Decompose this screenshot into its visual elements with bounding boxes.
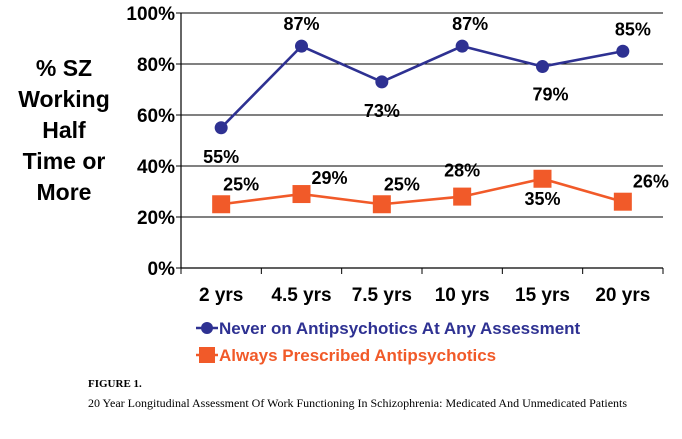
y-axis-title-line: More xyxy=(37,179,92,205)
data-point xyxy=(292,185,311,204)
y-tick-label: 20% xyxy=(137,208,175,229)
y-axis-title: % SZ Working Half Time or More xyxy=(18,55,110,205)
data-label: 28% xyxy=(444,161,480,181)
data-point xyxy=(372,195,391,214)
data-label: 25% xyxy=(223,174,259,194)
data-label: 79% xyxy=(532,85,568,105)
figure-label: FIGURE 1. xyxy=(88,378,142,390)
data-point xyxy=(536,60,549,74)
y-axis-title-line: Working xyxy=(18,86,110,112)
x-tick-label: 2 yrs xyxy=(199,285,243,306)
data-label: 26% xyxy=(633,172,669,192)
x-tick-label: 10 yrs xyxy=(435,285,490,306)
data-point xyxy=(214,121,228,135)
y-axis-title-line: Time or xyxy=(23,148,106,174)
legend-label: Never on Antipsychotics At Any Assessmen… xyxy=(219,319,581,338)
data-point xyxy=(295,39,308,53)
y-tick-label: 60% xyxy=(137,106,175,127)
axes xyxy=(176,12,664,274)
x-tick-label: 7.5 yrs xyxy=(352,285,412,306)
data-label: 25% xyxy=(384,174,420,194)
series-line xyxy=(221,177,624,206)
series-never-antipsychotics: 55% 87% 73% 87% 79% 85% xyxy=(203,14,651,167)
data-point xyxy=(212,195,231,214)
data-point xyxy=(616,44,630,58)
data-label: 29% xyxy=(311,168,347,188)
y-axis-title-line: % SZ xyxy=(36,55,92,81)
y-tick-label: 40% xyxy=(137,157,175,178)
x-tick-labels: 2 yrs 4.5 yrs 7.5 yrs 10 yrs 15 yrs 20 yrs xyxy=(199,285,650,306)
data-point xyxy=(375,75,389,89)
y-axis-title-line: Half xyxy=(42,117,86,143)
data-point xyxy=(533,169,552,188)
data-point xyxy=(455,39,469,53)
legend-marker xyxy=(201,322,213,334)
data-label: 85% xyxy=(615,19,651,39)
y-tick-label: 100% xyxy=(126,4,175,25)
series-always-antipsychotics: 25% 29% 25% 28% 35% 26% xyxy=(212,161,669,214)
x-tick-label: 20 yrs xyxy=(595,285,650,306)
data-label: 87% xyxy=(283,14,319,34)
legend-item: Never on Antipsychotics At Any Assessmen… xyxy=(196,319,581,338)
legend-item: Always Prescribed Antipsychotics xyxy=(196,346,496,365)
y-tick-label: 80% xyxy=(137,55,175,76)
legend-label: Always Prescribed Antipsychotics xyxy=(219,346,496,365)
series: 55% 87% 73% 87% 79% 85% 25% 29% 25% 28% 35% 26% xyxy=(203,14,669,214)
data-point xyxy=(453,187,472,206)
legend-marker xyxy=(199,347,215,363)
legend: Never on Antipsychotics At Any Assessmen… xyxy=(196,319,581,365)
data-point xyxy=(613,192,632,211)
data-label: 35% xyxy=(524,189,560,209)
data-label: 87% xyxy=(452,14,488,34)
data-label: 55% xyxy=(203,147,239,167)
data-label: 73% xyxy=(364,101,400,121)
gridlines xyxy=(181,12,663,218)
x-tick-label: 15 yrs xyxy=(515,285,570,306)
y-tick-label: 0% xyxy=(148,259,176,280)
series-line xyxy=(220,44,624,129)
y-tick-labels: 0% 20% 40% 60% 80% 100% xyxy=(126,4,175,280)
line-chart: % SZ Working Half Time or More 0% 20% 40% 60% 80… xyxy=(18,4,669,365)
figure-caption-text: 20 Year Longitudinal Assessment Of Work … xyxy=(88,396,628,410)
x-tick-label: 4.5 yrs xyxy=(271,285,331,306)
figure-caption: FIGURE 1. 20 Year Longitudinal Assessmen… xyxy=(88,375,668,413)
